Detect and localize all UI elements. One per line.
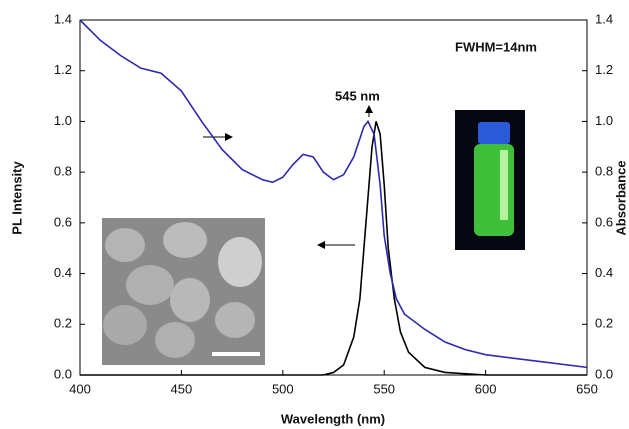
series-line — [80, 121, 587, 376]
vial-photo — [455, 110, 525, 250]
y2-tick-label: 1.2 — [595, 62, 613, 77]
y2-tick-label: 1.0 — [595, 113, 613, 128]
plot-frame — [79, 19, 588, 376]
y-tick-label: 1.4 — [54, 11, 72, 26]
x-tick-label: 550 — [373, 381, 395, 396]
annotation: 545 nm — [335, 88, 380, 103]
y2-tick-label: 0.4 — [595, 265, 613, 280]
y-tick-label: 0.2 — [54, 316, 72, 331]
y2-tick-label: 0.0 — [595, 366, 613, 381]
annotation: FWHM=14nm — [455, 39, 537, 54]
tem-inset — [102, 218, 265, 365]
y-tick-label: 0.0 — [54, 366, 72, 381]
y2-tick-label: 0.2 — [595, 316, 613, 331]
x-tick-label: 400 — [69, 381, 91, 396]
y-axis-label: PL Intensity — [9, 161, 24, 235]
series-line — [79, 19, 588, 369]
y-tick-label: 0.8 — [54, 164, 72, 179]
y2-tick-label: 0.6 — [595, 214, 613, 229]
y-tick-label: 0.4 — [54, 265, 72, 280]
x-tick-label: 500 — [272, 381, 294, 396]
y2-tick-label: 0.8 — [595, 164, 613, 179]
x-tick-label: 600 — [475, 381, 497, 396]
y-tick-label: 1.0 — [54, 113, 72, 128]
y2-tick-label: 1.4 — [595, 11, 613, 26]
x-tick-label: 650 — [576, 381, 598, 396]
y-tick-label: 1.2 — [54, 62, 72, 77]
y-tick-label: 0.6 — [54, 214, 72, 229]
y2-axis-label: Absorbance — [613, 160, 628, 235]
x-axis-label: Wavelength (nm) — [281, 411, 385, 426]
x-tick-label: 450 — [171, 381, 193, 396]
